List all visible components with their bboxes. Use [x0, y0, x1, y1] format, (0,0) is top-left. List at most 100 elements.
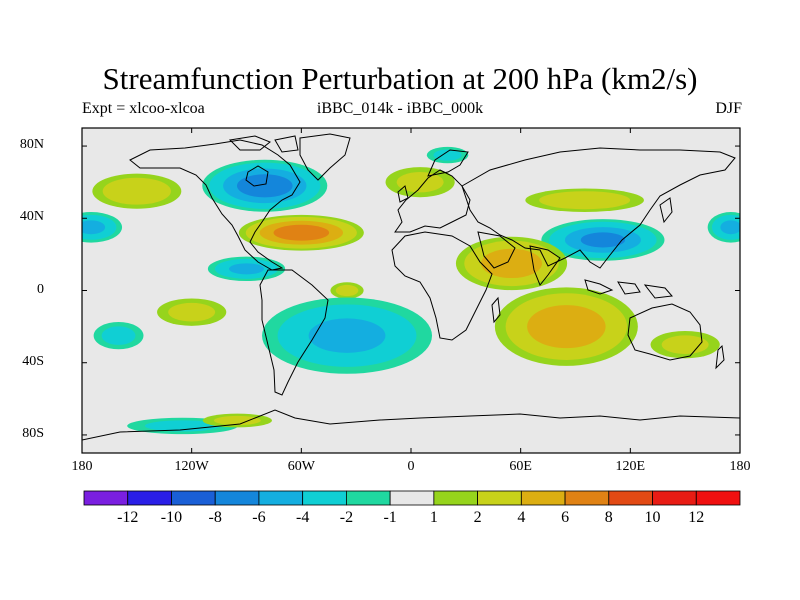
coastline-hudson-bay [245, 165, 269, 187]
coastline-new-zealand [715, 344, 725, 370]
coastline-greenland [299, 133, 351, 181]
anomaly-contour [720, 220, 740, 235]
colorbar-swatch [608, 490, 653, 506]
x-tick-label: 120E [615, 459, 646, 474]
coastline-madagascar [491, 296, 501, 324]
anomaly-11 [330, 282, 364, 299]
colorbar-swatch [477, 490, 522, 506]
colorbar-label: 2 [473, 509, 482, 526]
anomaly-contour [481, 248, 543, 279]
anomaly-contour [580, 232, 626, 248]
x-tick-label: 180 [729, 459, 751, 474]
coastline-antarctica [82, 409, 740, 441]
colorbar-swatch [520, 490, 566, 506]
anomaly-contour [273, 224, 330, 241]
colorbar-label: -12 [117, 509, 139, 526]
anomaly-contour [101, 326, 136, 345]
colorbar-swatch [695, 490, 741, 506]
colorbar-label: 10 [644, 509, 661, 526]
colorbar-swatch [214, 490, 260, 506]
anomaly-contour [144, 420, 221, 432]
anomaly-4 [82, 212, 123, 243]
coastline-australia [627, 303, 703, 361]
coastline-japan [659, 197, 673, 224]
anomaly-contour [236, 174, 293, 198]
coastline-india [529, 245, 561, 286]
anomaly-contour [102, 177, 171, 205]
anomaly-contour [539, 191, 631, 210]
coastline-scandinavia [427, 149, 469, 177]
anomaly-contour [213, 415, 261, 426]
coastline-south-america [259, 269, 329, 396]
colorbar-label: -10 [160, 509, 183, 526]
anomaly-7 [541, 219, 665, 261]
colorbar-swatch [564, 490, 610, 506]
colorbar-label: -2 [339, 509, 354, 526]
anomaly-contour [661, 335, 709, 354]
anomaly-1 [202, 159, 328, 212]
anomaly-18 [202, 413, 272, 428]
chart-title: Streamfunction Perturbation at 200 hPa (… [102, 61, 698, 96]
anomaly-13 [262, 297, 433, 374]
y-tick-label: 0 [37, 281, 44, 297]
colorbar-label: -4 [296, 509, 310, 526]
coastline-arabia [477, 231, 516, 269]
anomaly-contour [527, 305, 606, 349]
coastline-asia [461, 147, 736, 269]
colorbar-label: 6 [561, 509, 570, 526]
anomaly-contour [396, 171, 444, 193]
x-tick-label: 180 [71, 459, 93, 474]
anomaly-3 [207, 256, 286, 282]
colorbar-swatch [389, 490, 435, 506]
colorbar-label: 1 [429, 509, 438, 526]
anomaly-contour [308, 318, 386, 353]
y-tick-label: 80S [22, 425, 44, 441]
colorbar-swatch [127, 490, 172, 506]
anomaly-6 [525, 188, 644, 212]
y-tick-label: 40N [19, 209, 44, 225]
coastline-britain [397, 185, 409, 203]
colorbar [83, 490, 741, 506]
anomaly-contour [168, 302, 216, 322]
anomaly-12 [494, 287, 638, 366]
anomaly-contour [82, 220, 106, 235]
colorbar-swatch [302, 490, 347, 506]
colorbar-label: -6 [252, 509, 266, 526]
anomaly-contour [335, 284, 359, 297]
anomaly-16 [650, 330, 720, 359]
experiment-label: Expt = xlcoo-xlcoa [82, 100, 205, 117]
x-tick-label: 120W [174, 459, 209, 474]
difference-label: iBBC_014k - iBBC_000k [316, 100, 484, 117]
coastline-north-america [129, 139, 301, 271]
season-label: DJF [715, 100, 742, 117]
coastline-europe [394, 169, 471, 233]
colorbar-swatch [171, 490, 216, 506]
x-tick-label: 60E [509, 459, 532, 474]
colorbar-swatch [652, 490, 697, 506]
colorbar-label: 8 [604, 509, 613, 526]
anomaly-2 [238, 214, 364, 251]
axis-ticks [81, 128, 741, 453]
anomaly-contour [229, 263, 264, 275]
anomaly-8 [707, 212, 740, 243]
colorbar-swatch [83, 490, 129, 506]
x-tick-label: 0 [407, 459, 415, 474]
anomaly-10 [385, 167, 455, 198]
y-tick-label: 80N [19, 137, 44, 153]
coastline-africa [391, 231, 493, 341]
colorbar-label: -8 [208, 509, 222, 526]
coastline-indonesia [584, 279, 674, 299]
anomaly-15 [93, 321, 144, 350]
coastlines [82, 133, 740, 441]
colorbar-swatch [258, 490, 304, 506]
anomaly-contour [433, 149, 462, 161]
anomaly-0 [92, 173, 182, 209]
colorbar-label: 4 [517, 509, 526, 526]
x-tick-label: 60W [287, 459, 315, 474]
colorbar-swatch [345, 490, 391, 506]
anomaly-fields [82, 146, 740, 435]
colorbar-label: 12 [688, 509, 705, 526]
anomaly-14 [157, 298, 227, 326]
coastline-arctic-islands [228, 135, 299, 153]
